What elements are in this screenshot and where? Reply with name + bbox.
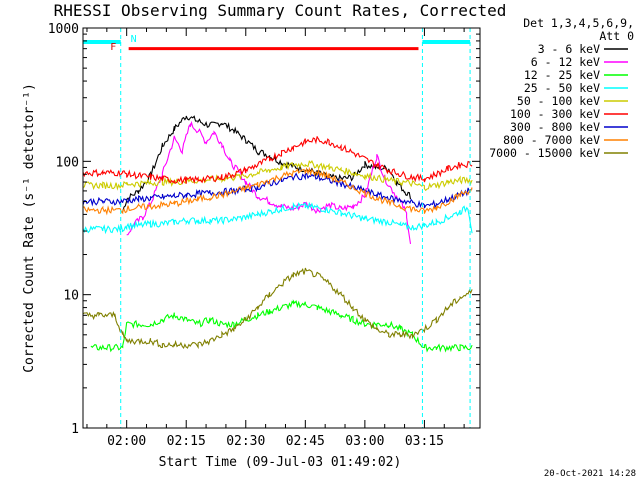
x-tick-label-5: 03:00 [345,434,384,449]
x-tick-label-4: 02:45 [286,434,325,449]
y-tick-label-4: 1000 [48,22,79,37]
legend-label-9: 7000 - 15000 keV [489,146,600,160]
axes: 1 10 100 1000 02:00 02:15 02:30 02:45 03:00 03:15 [48,22,480,449]
timestamp: 20-Oct-2021 14:28 [544,469,636,479]
plot-area: NF [82,28,473,428]
x-axis-label: Start Time (09-Jul-03 01:49:02) [159,455,402,470]
x-tick-label-1: 02:00 [107,434,146,449]
legend-label-5: 50 - 100 keV [517,94,600,108]
plot-frame [82,27,481,429]
x-tick-label-2: 02:15 [167,434,206,449]
x-tick-label-6: 03:15 [405,434,444,449]
x-tick-label-3: 02:30 [226,434,265,449]
legend-label-6: 100 - 300 keV [510,107,600,121]
y-axis-label: Corrected Count Rate (s⁻¹ detector⁻¹) [22,83,37,373]
legend-label-4: 25 - 50 keV [524,81,600,95]
legend-label-3: 12 - 25 keV [524,68,600,82]
series-line-4 [82,201,473,235]
series-line-2 [126,120,412,244]
y-tick-label-3: 100 [56,155,79,170]
legend-header-line-2: Att 0 [599,29,634,43]
legend-label-2: 6 - 12 keV [531,55,600,69]
legend-label-7: 300 - 800 keV [510,120,600,134]
annotation-f: F [110,42,116,53]
legend-label-8: 800 - 7000 keV [503,133,600,147]
y-tick-label-2: 10 [63,289,79,304]
series-line-7 [82,172,473,209]
legend-label-1: 3 - 6 keV [538,42,600,56]
series-line-3 [90,299,473,353]
legend-header-line-1: Det 1,3,4,5,6,9, [523,16,634,30]
annotation-n: N [131,34,137,45]
chart-title: RHESSI Observing Summary Count Rates, Co… [54,1,507,20]
series-line-5 [82,160,473,192]
y-tick-label-1: 1 [71,422,79,437]
series-line-6 [82,136,473,185]
series-line-8 [82,166,473,216]
series-line-9 [82,267,473,350]
